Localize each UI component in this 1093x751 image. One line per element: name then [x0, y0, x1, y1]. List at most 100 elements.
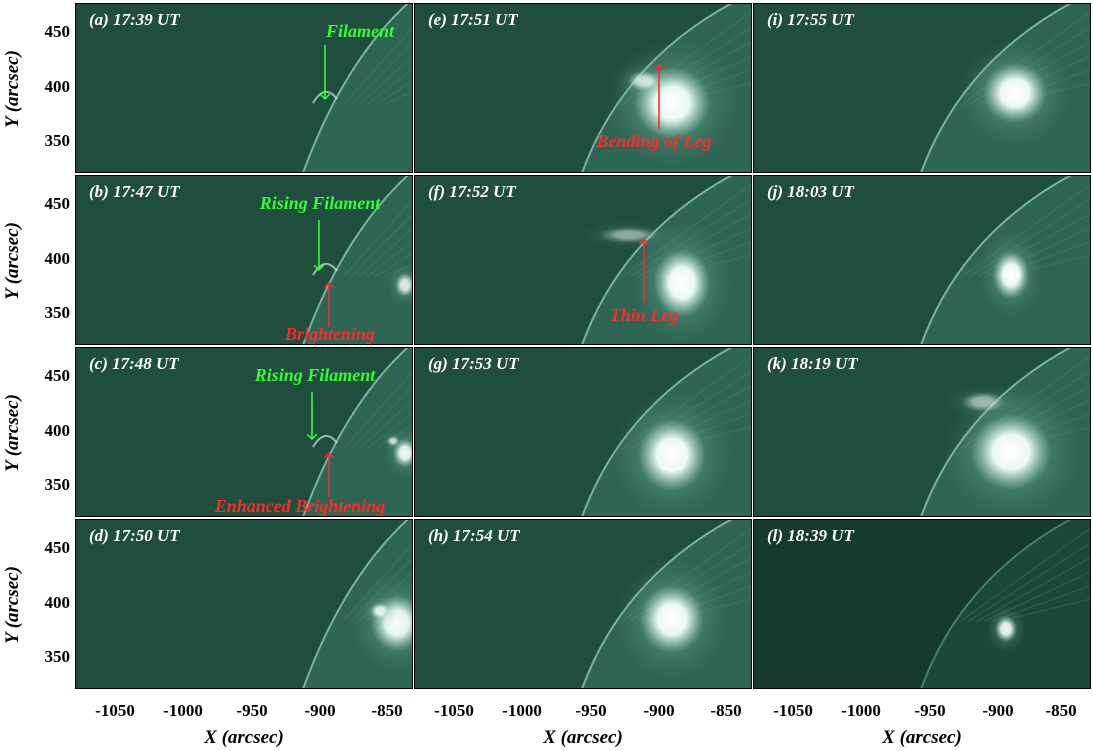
filament-feature — [312, 263, 338, 276]
panel-title-b: (b) 17:47 UT — [89, 182, 180, 201]
y-axis-label-row4: Y (arcsec) — [2, 566, 23, 644]
limb-edge — [920, 519, 1072, 689]
annotation-label: Thin Leg — [610, 305, 679, 325]
image-panel-g: (g) 17:53 UT — [414, 347, 752, 517]
x-tick-c1-1050: -1050 — [95, 701, 135, 720]
filament-feature — [312, 435, 338, 448]
image-panel-l: (l) 18:39 UT — [753, 519, 1091, 689]
y-tick-r1-450: 450 — [44, 22, 71, 41]
panel-title-f: (f) 17:52 UT — [428, 182, 516, 201]
x-axis-label-col2: X (arcsec) — [543, 727, 623, 748]
coronal-streak — [342, 198, 413, 278]
y-tick-r4-400: 400 — [44, 593, 71, 612]
panel-title-c: (c) 17:48 UT — [89, 354, 179, 373]
flare-brightening — [961, 392, 1005, 412]
panel-frame — [414, 519, 752, 689]
solar-limb-region — [303, 3, 413, 173]
panel-frame — [414, 347, 752, 517]
panel-frame — [75, 347, 413, 517]
image-panel-b: (b) 17:47 UT Rising Filament Brightening — [75, 175, 413, 345]
solar-limb-region — [921, 519, 1091, 689]
panel-frame — [753, 347, 1091, 517]
annotation-label: Rising Filament — [259, 193, 382, 213]
panel-frame — [753, 519, 1091, 689]
flare-brightening — [638, 419, 706, 491]
x-tick-c3-1050: -1050 — [773, 701, 813, 720]
coronal-streak — [350, 384, 413, 450]
x-tick-c2-850: -850 — [710, 701, 742, 720]
x-tick-c1-850: -850 — [371, 701, 403, 720]
x-tick-c2-950: -950 — [575, 701, 607, 720]
panel-title-l: (l) 18:39 UT — [767, 526, 854, 545]
coronal-streak — [382, 90, 413, 106]
y-axis-label-row2: Y (arcsec) — [2, 222, 23, 300]
panel-frame — [75, 175, 413, 345]
flare-brightening — [628, 71, 660, 91]
x-axis-label-col3: X (arcsec) — [882, 727, 962, 748]
solar-limb-region — [303, 175, 413, 345]
flare-brightening — [370, 603, 390, 619]
limb-edge — [302, 347, 409, 517]
image-panel-i: (i) 17:55 UT — [753, 3, 1091, 173]
image-panel-k: (k) 18:19 UT — [753, 347, 1091, 517]
x-tick-c3-1000: -1000 — [841, 701, 881, 720]
annotation-label: Bending of Leg — [596, 131, 712, 151]
panel-title-e: (e) 17:51 UT — [428, 10, 518, 29]
coronal-streak — [366, 411, 413, 450]
image-panel-a: (a) 17:39 UT Filament — [75, 3, 413, 173]
image-panel-c: (c) 17:48 UT Rising Filament Enhanced Brig… — [75, 347, 413, 517]
coronal-streak — [358, 226, 413, 278]
coronal-streak — [968, 541, 1091, 622]
x-axis-label-col1: X (arcsec) — [204, 727, 284, 748]
flare-brightening — [640, 585, 704, 653]
x-tick-c2-1050: -1050 — [434, 701, 474, 720]
flare-brightening — [599, 227, 659, 243]
y-tick-r2-350: 350 — [44, 303, 71, 322]
y-tick-r1-400: 400 — [44, 77, 71, 96]
panel-frame — [75, 519, 413, 689]
panel-frame — [753, 3, 1091, 173]
limb-edge — [302, 3, 409, 173]
y-tick-r2-450: 450 — [44, 194, 71, 213]
x-tick-c3-950: -950 — [914, 701, 946, 720]
panel-frame — [414, 3, 752, 173]
image-panel-h: (h) 17:54 UT — [414, 519, 752, 689]
limb-edge — [302, 519, 409, 689]
coronal-streak — [960, 526, 1091, 622]
solar-limb-region — [303, 347, 413, 517]
y-tick-r4-350: 350 — [44, 647, 71, 666]
x-tick-c1-950: -950 — [236, 701, 268, 720]
panel-title-i: (i) 17:55 UT — [767, 10, 854, 29]
panel-title-g: (g) 17:53 UT — [428, 354, 519, 373]
coronal-streak — [1000, 598, 1091, 622]
coronal-streak — [374, 251, 413, 278]
annotation-label: Brightening — [284, 324, 375, 344]
panel-frame — [753, 175, 1091, 345]
panel-frame — [75, 3, 413, 173]
panel-title-a: (a) 17:39 UT — [89, 10, 180, 29]
image-panel-f: (f) 17:52 UT Thin Leg — [414, 175, 752, 345]
annotation-label: Rising Filament — [254, 365, 377, 385]
panel-title-h: (h) 17:54 UT — [428, 526, 520, 545]
flare-brightening — [983, 63, 1047, 123]
panel-frame — [414, 175, 752, 345]
coronal-streak — [358, 54, 413, 106]
y-tick-r4-450: 450 — [44, 538, 71, 557]
y-tick-r1-350: 350 — [44, 131, 71, 150]
coronal-streak — [350, 212, 413, 278]
y-tick-r2-400: 400 — [44, 249, 71, 268]
panel-title-k: (k) 18:19 UT — [767, 354, 858, 373]
y-tick-r3-400: 400 — [44, 421, 71, 440]
annotation-label: Filament — [325, 21, 395, 41]
image-panel-d: (d) 17:50 UT — [75, 519, 413, 689]
y-tick-r3-450: 450 — [44, 366, 71, 385]
coronal-streak — [342, 370, 413, 450]
annotation-label: Enhanced Brightening — [214, 496, 386, 516]
x-tick-c2-1000: -1000 — [502, 701, 542, 720]
flare-brightening — [993, 251, 1029, 299]
x-tick-c3-850: -850 — [1045, 701, 1077, 720]
x-tick-c1-1000: -1000 — [163, 701, 203, 720]
y-tick-r3-350: 350 — [44, 475, 71, 494]
flare-brightening — [387, 436, 399, 446]
